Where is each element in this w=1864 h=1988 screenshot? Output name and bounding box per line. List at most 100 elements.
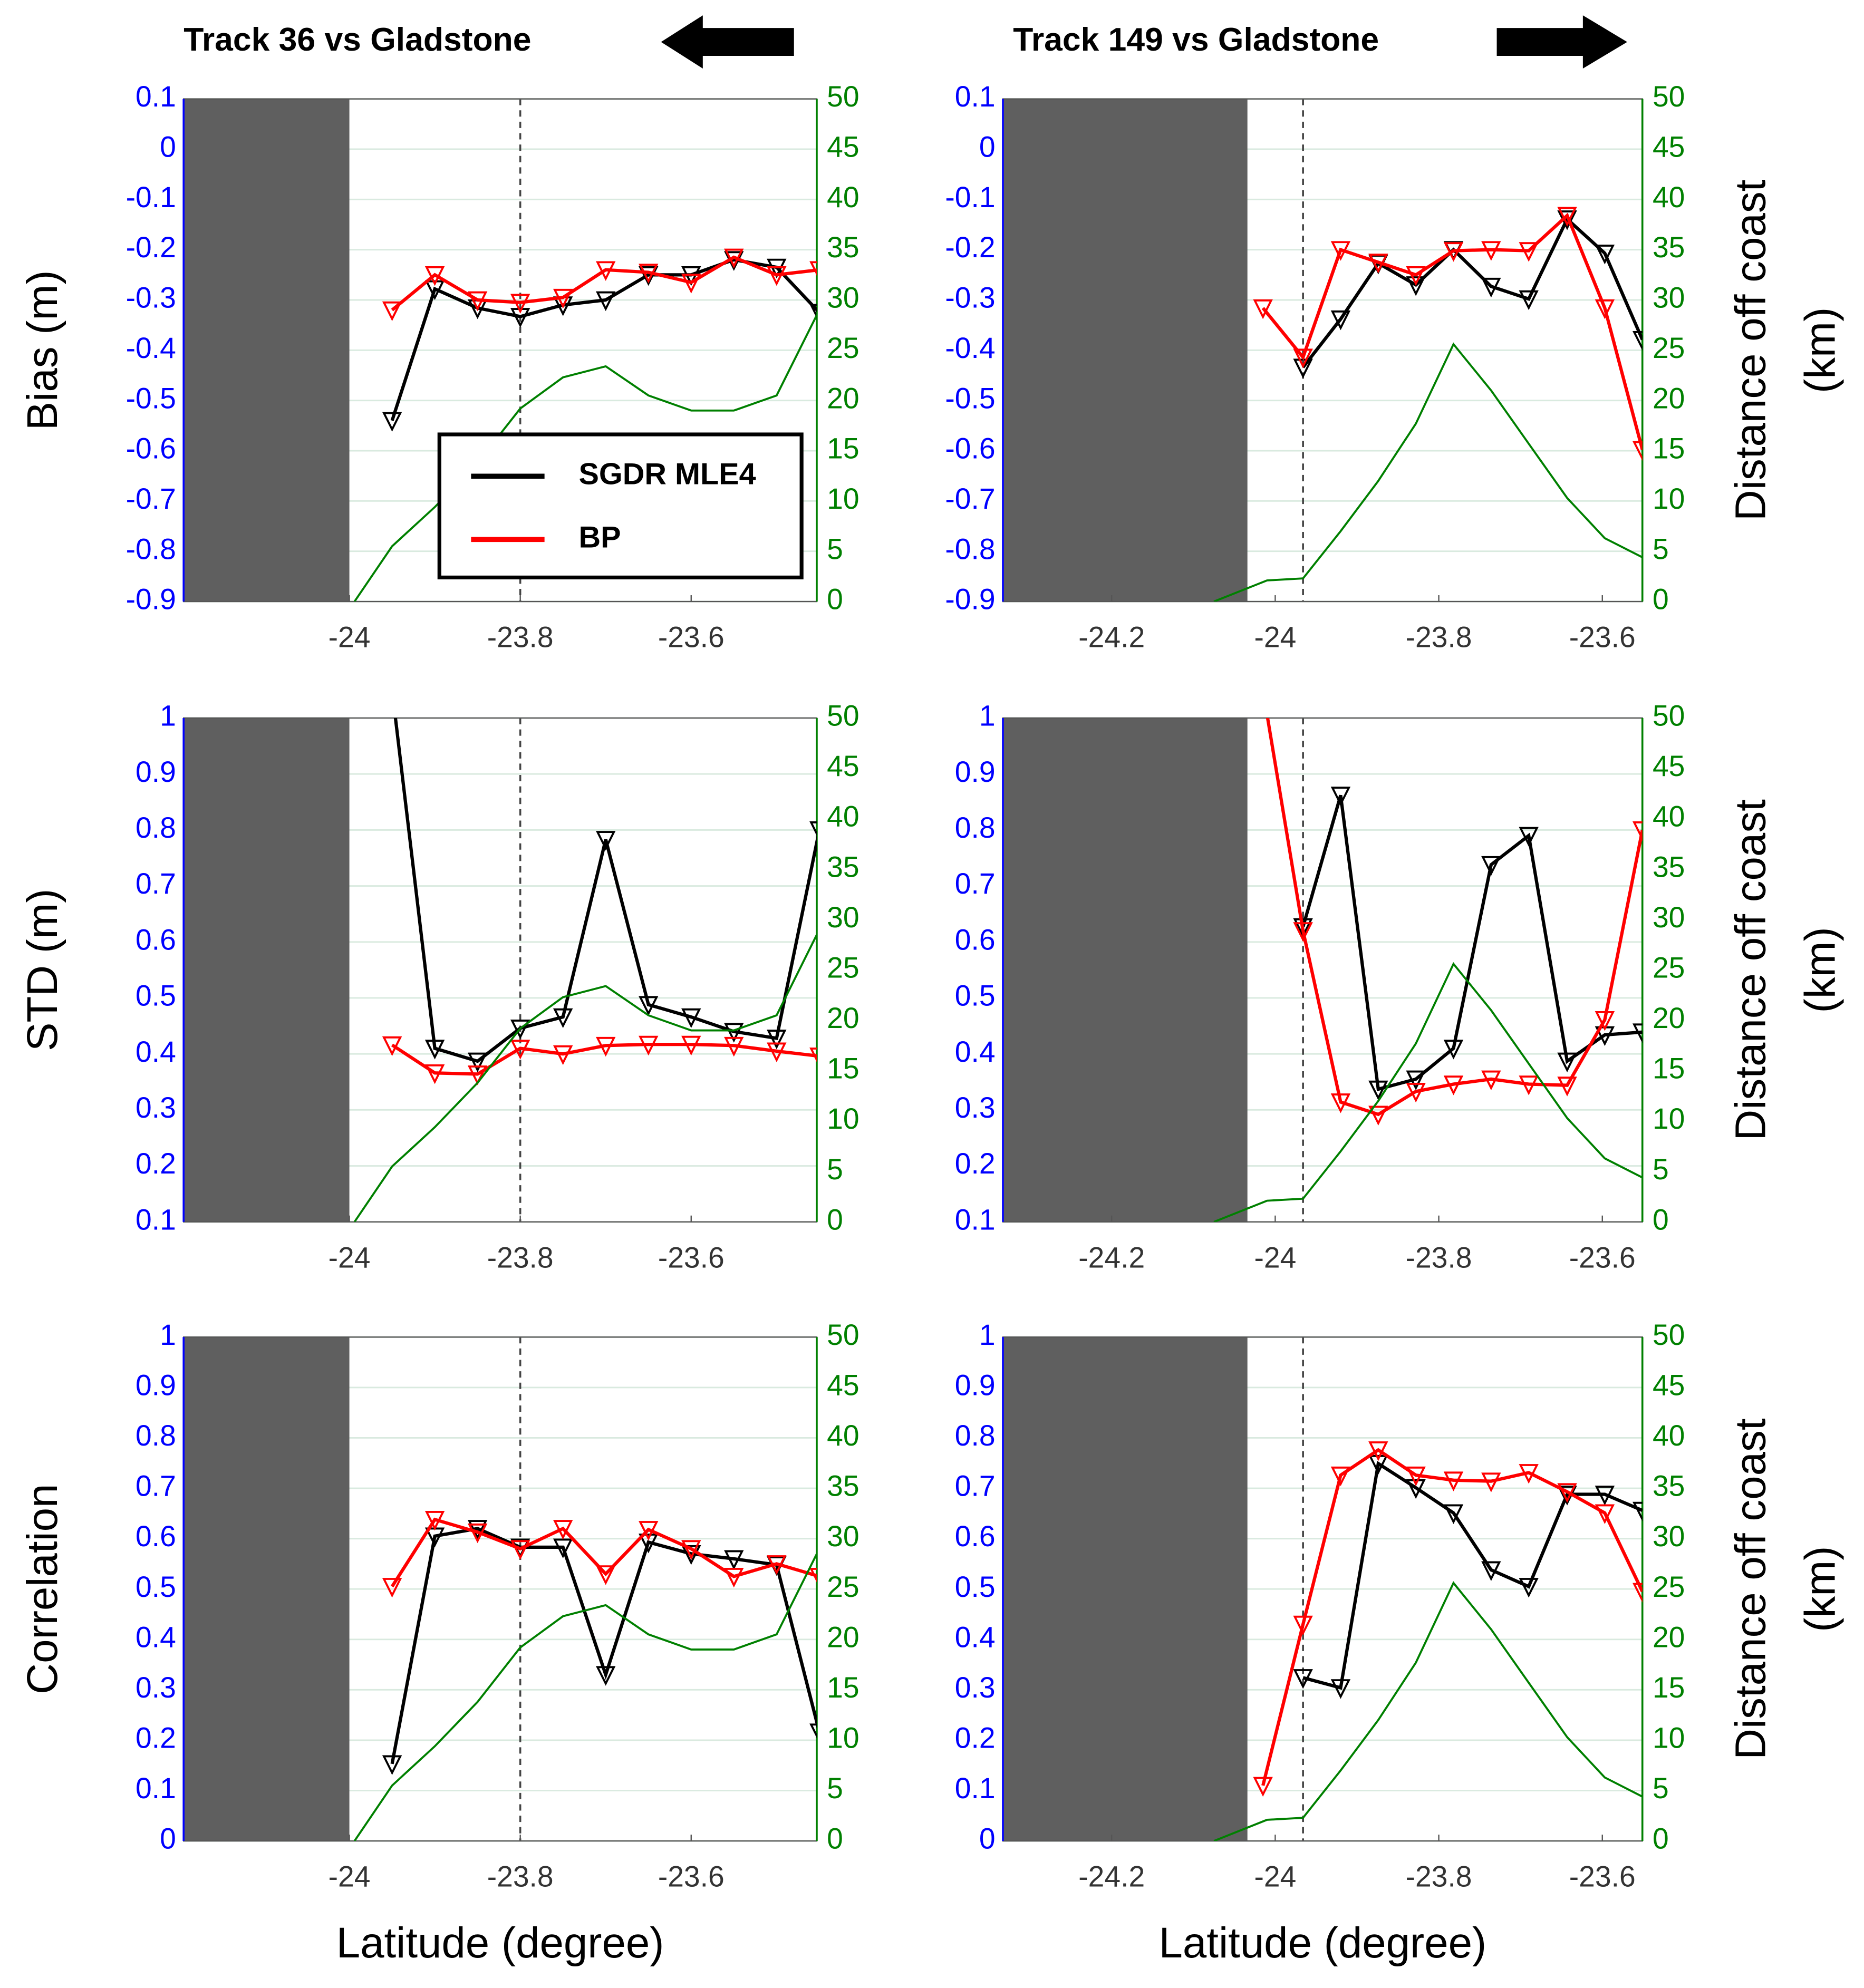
marker <box>424 1040 445 1060</box>
marker <box>1406 1479 1426 1499</box>
y-tick-label: 0 <box>979 131 996 163</box>
marker <box>681 274 701 294</box>
land-mask <box>183 99 350 602</box>
y2-tick-label: 15 <box>1653 1671 1685 1704</box>
legend-box <box>437 432 804 580</box>
y-tick-label: 0.6 <box>955 923 996 956</box>
marker <box>382 1036 402 1056</box>
y2-tick-label: 5 <box>1653 1772 1669 1805</box>
marker <box>382 1755 402 1775</box>
y2-tick-label: 15 <box>827 1052 859 1085</box>
x-tick-label: -23.8 <box>487 1860 554 1893</box>
y2-tick-label: 45 <box>1653 1369 1685 1401</box>
marker <box>1368 1441 1388 1461</box>
y2-tick-label: 40 <box>827 181 859 214</box>
y2-axis-label: (km) <box>1797 927 1844 1013</box>
marker <box>1330 241 1351 261</box>
y2-tick-label: 40 <box>827 1419 859 1452</box>
marker <box>639 1533 659 1554</box>
y2-tick-label: 5 <box>827 532 843 565</box>
marker <box>1293 348 1313 368</box>
land-mask <box>1002 1337 1248 1841</box>
x-tick-label: -23.6 <box>658 621 725 654</box>
legend-label: SGDR MLE4 <box>578 458 756 491</box>
marker <box>1443 1040 1464 1060</box>
y-tick-label: 0.1 <box>136 1772 176 1805</box>
y2-tick-label: 25 <box>1653 951 1685 984</box>
panel: 00.10.20.30.40.50.60.70.80.9105101520253… <box>955 1318 1844 1967</box>
marker <box>382 1578 402 1598</box>
series-line <box>1302 1461 1643 1690</box>
y-tick-label: 0.5 <box>955 980 996 1012</box>
y-axis-label: STD (m) <box>18 889 66 1051</box>
x-axis-label: Latitude (degree) <box>1158 1919 1486 1967</box>
x-tick-label: -23.6 <box>658 1241 725 1274</box>
y2-tick-label: 35 <box>827 850 859 883</box>
y-tick-label: -0.8 <box>126 532 176 565</box>
marker <box>1633 1501 1643 1522</box>
y2-tick-label: 5 <box>1653 1153 1669 1186</box>
series-line <box>393 717 817 1063</box>
y-tick-label: 1 <box>160 1318 176 1351</box>
y-tick-label: 0.6 <box>136 923 176 956</box>
y-tick-label: 0.7 <box>955 1470 996 1502</box>
marker <box>809 261 817 276</box>
y2-tick-label: 0 <box>827 583 843 616</box>
y-tick-label: 1 <box>160 700 176 732</box>
y-tick-label: -0.1 <box>126 181 176 214</box>
marker <box>681 1545 701 1565</box>
x-tick-label: -23.6 <box>658 1860 725 1893</box>
y2-tick-label: 45 <box>1653 131 1685 163</box>
y2-tick-label: 0 <box>827 1822 843 1855</box>
marker <box>1253 299 1273 319</box>
y-tick-label: 0.1 <box>136 1203 176 1236</box>
y2-tick-label: 10 <box>827 1722 859 1754</box>
x-tick-label: -24 <box>329 1860 371 1893</box>
y-tick-label: 0.6 <box>136 1520 176 1553</box>
y-tick-label: -0.1 <box>945 181 995 214</box>
marker <box>1519 827 1539 847</box>
y-tick-label: 0.9 <box>955 755 996 788</box>
marker <box>424 280 445 300</box>
land-mask <box>183 717 350 1222</box>
marker <box>595 261 616 281</box>
marker <box>1481 1561 1501 1581</box>
marker <box>467 1052 488 1073</box>
y-tick-label: 0.7 <box>136 867 176 900</box>
y2-tick-label: 20 <box>827 382 859 414</box>
marker <box>1443 1075 1464 1095</box>
y2-tick-label: 45 <box>827 1369 859 1401</box>
y2-tick-label: 30 <box>1653 901 1685 934</box>
y2-tick-label: 45 <box>827 131 859 163</box>
y2-tick-label: 5 <box>827 1772 843 1805</box>
y2-tick-label: 35 <box>1653 231 1685 264</box>
y2-tick-label: 10 <box>827 1102 859 1135</box>
y-axis-label: Bias (m) <box>18 270 66 430</box>
y2-axis-label: Distance off coast <box>1727 1418 1775 1760</box>
y-tick-label: 0.3 <box>955 1091 996 1124</box>
marker <box>553 1520 573 1540</box>
y-tick-label: 0 <box>160 1822 176 1855</box>
y-tick-label: 0.2 <box>136 1147 176 1180</box>
marker <box>1595 1011 1615 1031</box>
y2-tick-label: 5 <box>827 1153 843 1186</box>
marker <box>1330 787 1351 807</box>
y-tick-label: 0.9 <box>136 1369 176 1401</box>
marker <box>809 821 817 836</box>
x-axis-label: Latitude (degree) <box>336 1919 664 1967</box>
y2-tick-label: 15 <box>827 1671 859 1704</box>
land-mask <box>183 1337 350 1841</box>
marker <box>809 304 817 319</box>
y-tick-label: 0.5 <box>136 1570 176 1603</box>
y2-axis-label: (km) <box>1797 1546 1844 1632</box>
marker <box>1368 1454 1388 1475</box>
marker <box>639 264 659 284</box>
marker <box>467 1523 488 1544</box>
y2-tick-label: 20 <box>827 1002 859 1034</box>
marker <box>595 291 616 312</box>
marker <box>809 1723 817 1739</box>
marker <box>1557 1052 1577 1073</box>
marker <box>1406 1466 1426 1487</box>
y-tick-label: 0.4 <box>136 1035 176 1068</box>
